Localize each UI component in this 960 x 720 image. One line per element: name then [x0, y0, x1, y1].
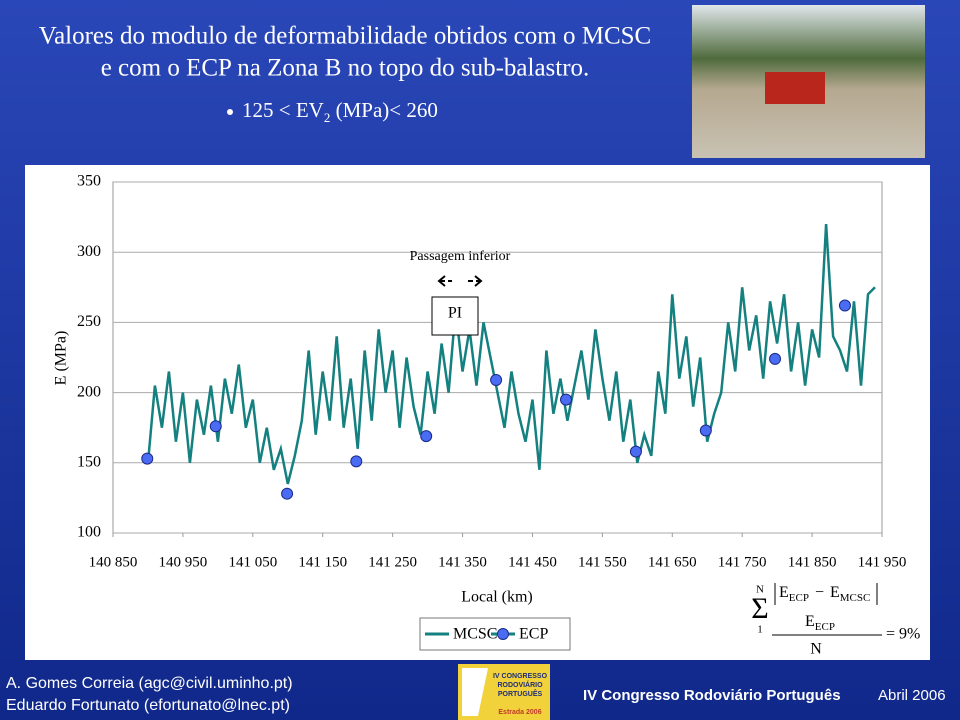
annotation: Passagem inferior: [410, 249, 511, 264]
point: [281, 487, 294, 500]
bullet-pre: 125 < EV: [242, 98, 324, 122]
point: [350, 455, 363, 468]
y-tick-label: 200: [77, 383, 101, 400]
x-tick-label: 140 950: [159, 554, 208, 570]
formula-e1: E: [779, 584, 789, 601]
plot: 100 150 200 250 300 350 140 850 140 950 141 050 1…: [77, 173, 906, 571]
annotation: PI: [448, 305, 462, 322]
point: [141, 452, 154, 465]
chart-area: [25, 165, 930, 660]
bullet-dot: [227, 109, 233, 115]
point: [769, 352, 782, 365]
x-tick-label: 140 850: [89, 554, 138, 570]
logo-shape: [462, 668, 488, 716]
y-tick-label: 300: [77, 243, 101, 260]
author: A. Gomes Correia (agc@civil.uminho.pt): [6, 675, 293, 692]
point: [629, 445, 642, 458]
formula-result: = 9%: [886, 626, 920, 643]
logo-text: PORTUGUÊS: [498, 689, 543, 698]
title: Valores do modulo de deformabilidade obt…: [39, 23, 651, 50]
x-tick-label: 141 550: [578, 554, 627, 570]
line: [146, 224, 876, 485]
y-tick-label: 250: [77, 313, 101, 330]
bullet-sub: 2: [324, 110, 331, 125]
formula-n: N: [810, 641, 822, 658]
formula-box: [735, 578, 930, 660]
formula-upper: N: [756, 584, 764, 596]
y-tick-label: 350: [77, 173, 101, 190]
x-tick-label: 141 150: [298, 554, 347, 570]
formula-den-e: E: [805, 613, 815, 630]
formula-den: EECP: [805, 613, 835, 633]
logo-text: IV CONGRESSO: [493, 673, 548, 680]
point: [209, 420, 222, 433]
formula: N Σ 1 EECP − EMCSC EECP N = 9%: [751, 583, 920, 658]
formula-e1sub: ECP: [789, 592, 809, 604]
legend-label: ECP: [519, 626, 548, 643]
x-tick-label: 141 050: [228, 554, 277, 570]
formula-den-sub: ECP: [815, 621, 835, 633]
formula-minus: −: [815, 584, 824, 601]
annotation-box: [431, 296, 479, 336]
legend-swatch: [497, 628, 509, 640]
logo-text: Estrada 2006: [498, 709, 541, 716]
bullet-post: (MPa)< 260: [330, 98, 438, 122]
x-tick-label: 141 450: [508, 554, 557, 570]
point: [699, 424, 712, 437]
legend-label: MCSC: [453, 626, 497, 643]
bullet: 125 < EV2 (MPa)< 260: [242, 98, 438, 125]
x-tick-label: 141 750: [718, 554, 767, 570]
x-tick-label: 141 950: [858, 554, 907, 570]
formula-e2sub: MCSC: [840, 592, 871, 604]
legend-items: MCSC ECP: [425, 626, 548, 643]
point: [420, 430, 433, 443]
x-tick-label: 141 250: [368, 554, 417, 570]
x-axis-label: Local (km): [461, 589, 533, 606]
formula-e2: E: [830, 584, 840, 601]
logo-text: RODOVIÁRIO: [497, 680, 543, 689]
x-tick-label: 141 850: [788, 554, 837, 570]
annotation-arrow: [437, 275, 483, 287]
formula-lower: 1: [757, 624, 763, 636]
point: [838, 299, 851, 312]
formula-sigma: Σ: [751, 592, 768, 625]
title: e com o ECP na Zona B no topo do sub-bal…: [101, 55, 590, 82]
author: Eduardo Fortunato (efortunato@lnec.pt): [6, 697, 290, 714]
y-axis-label: E (MPa): [53, 331, 70, 386]
photo-vehicle: [765, 72, 825, 104]
x-tick-label: 141 350: [438, 554, 487, 570]
point: [560, 393, 573, 406]
event: IV Congresso Rodoviário Português: [583, 687, 841, 704]
date: Abril 2006: [878, 687, 946, 704]
point: [490, 373, 503, 386]
y-tick-label: 100: [77, 524, 101, 541]
formula-e: EECP − EMCSC: [779, 584, 870, 604]
x-tick-label: 141 650: [648, 554, 697, 570]
y-tick-label: 150: [77, 453, 101, 470]
